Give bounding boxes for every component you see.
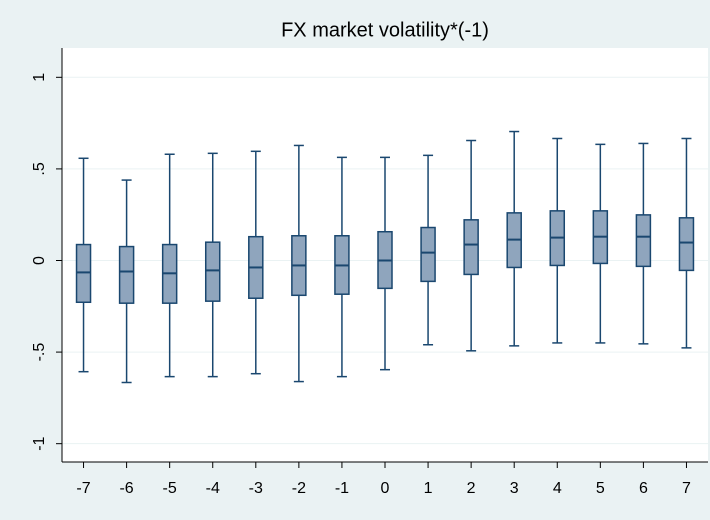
x-tick-label: -7: [76, 480, 90, 497]
y-tick-label: -1: [31, 436, 48, 450]
x-tick-label: -5: [163, 480, 177, 497]
x-tick-label: 4: [553, 480, 562, 497]
x-tick-label: 3: [510, 480, 519, 497]
chart-title: FX market volatility*(-1): [281, 19, 489, 41]
x-tick-label: 6: [639, 480, 648, 497]
x-tick-label: -3: [249, 480, 263, 497]
box: [420, 226, 436, 283]
y-tick-label: 0: [31, 256, 48, 265]
y-tick-label: -.5: [31, 343, 48, 362]
box: [463, 219, 479, 276]
x-tick-label: 0: [381, 480, 390, 497]
y-tick-label: .5: [31, 162, 48, 175]
y-tick-label: 1: [31, 73, 48, 82]
box: [678, 217, 695, 272]
x-tick-label: -1: [335, 480, 349, 497]
box: [75, 243, 92, 304]
box: [118, 245, 135, 304]
x-tick-label: 2: [467, 480, 476, 497]
box: [635, 214, 652, 268]
box: [204, 241, 221, 302]
x-tick-label: 1: [424, 480, 433, 497]
x-tick-label: 7: [682, 480, 691, 497]
x-tick-label: -6: [119, 480, 133, 497]
x-tick-label: 5: [596, 480, 605, 497]
x-tick-label: -4: [206, 480, 220, 497]
x-tick-label: -2: [292, 480, 306, 497]
